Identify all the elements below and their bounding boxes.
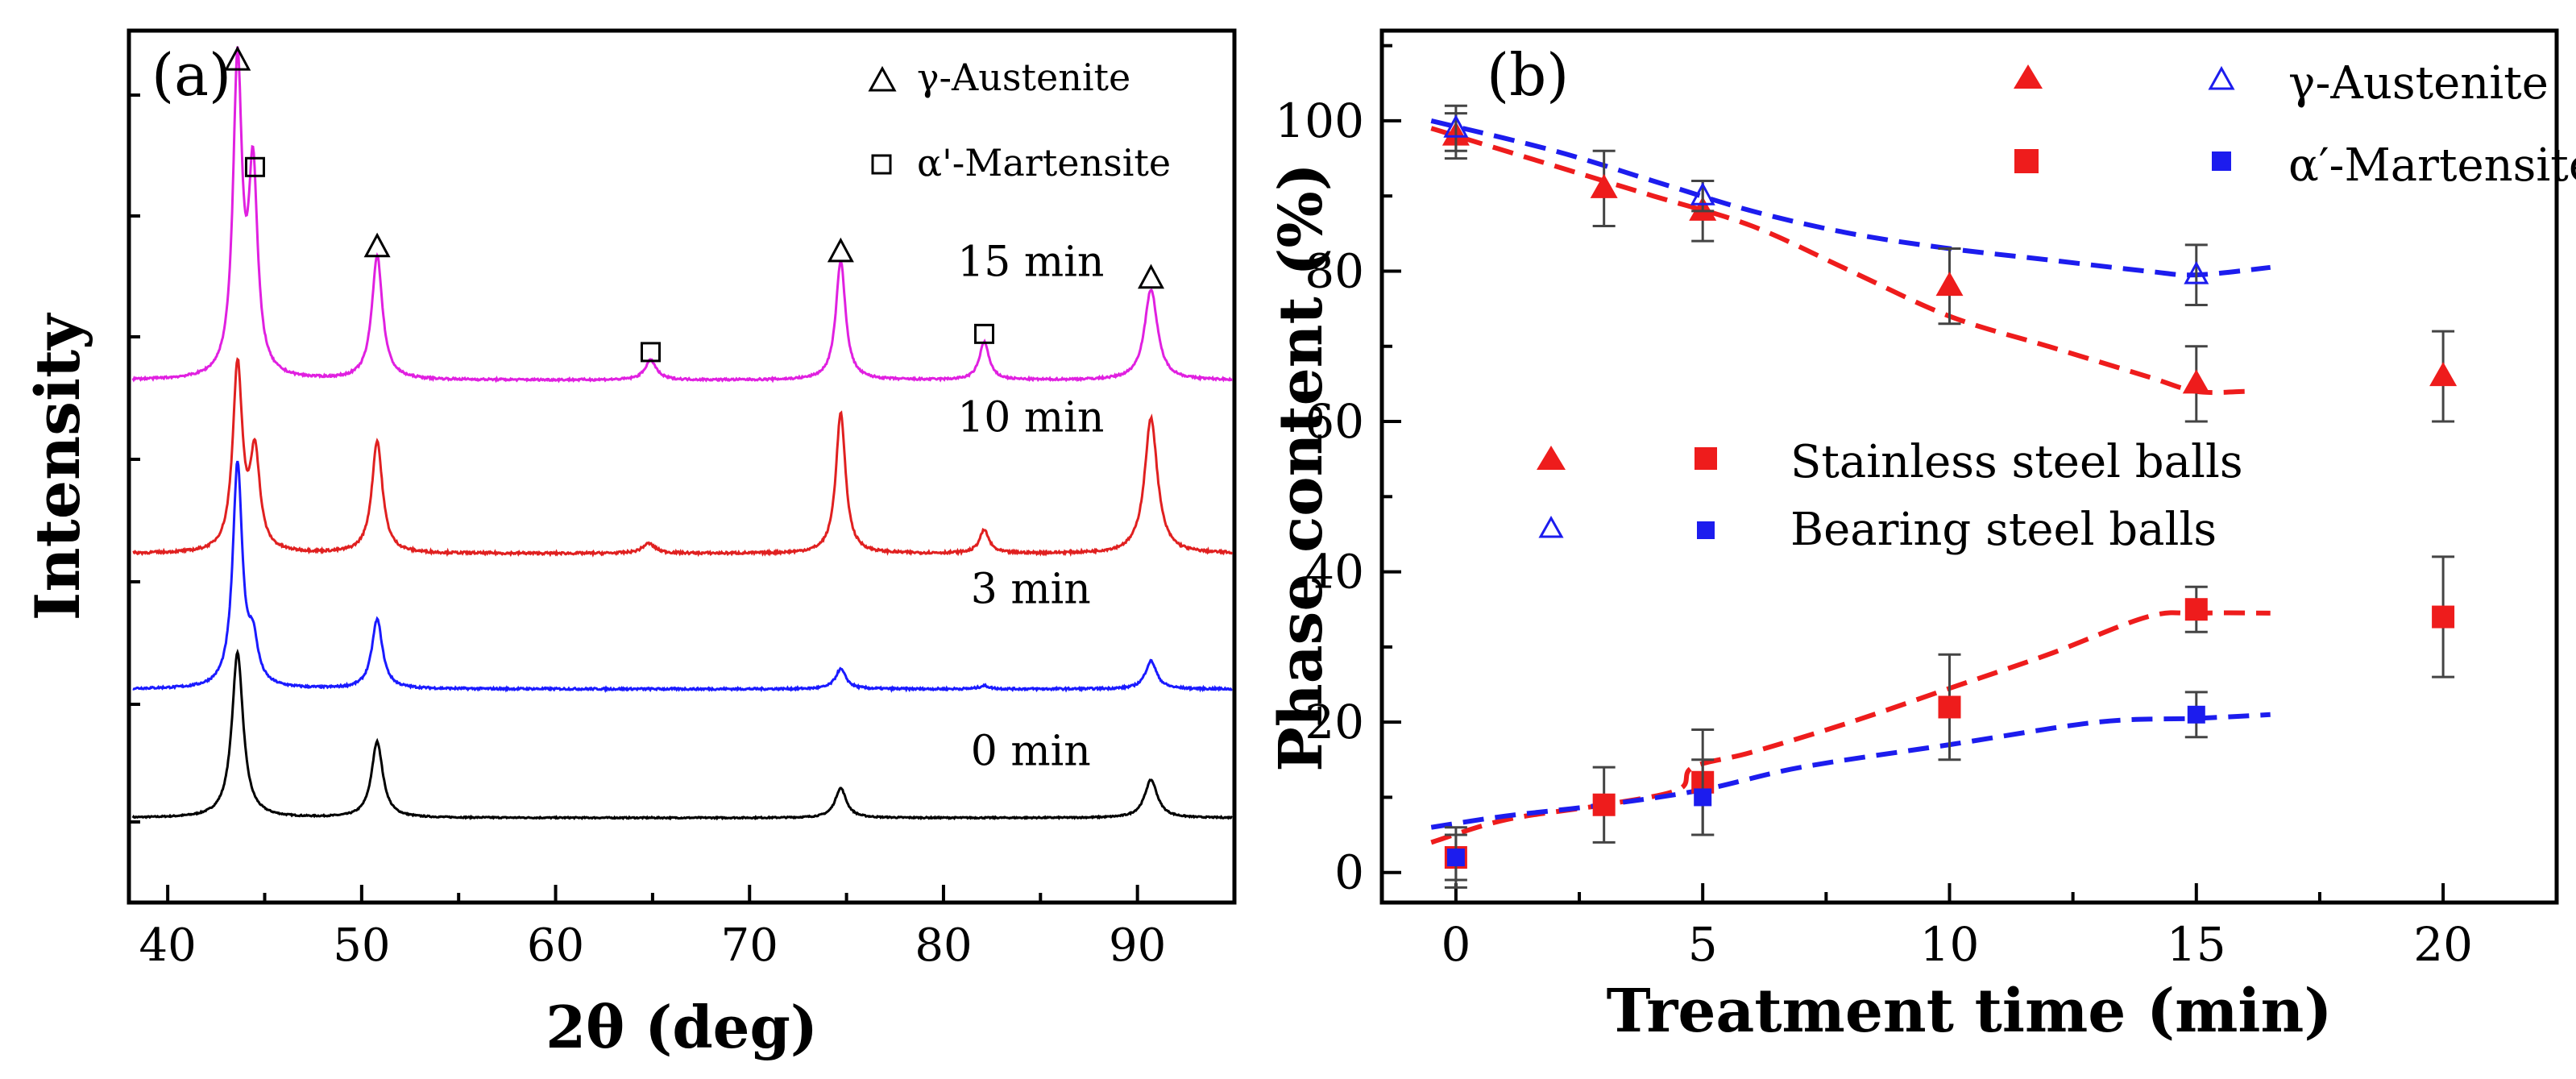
legend-stainless-square-icon xyxy=(1695,447,1717,470)
x-tick-label: 60 xyxy=(527,919,584,972)
x-tick-label: 20 xyxy=(2413,917,2473,972)
panel-b-label: (b) xyxy=(1487,41,1569,109)
y-tick-label: 20 xyxy=(1305,695,1364,749)
legend-stainless-triangle-icon xyxy=(1537,446,1566,470)
martensite-peak-square-icon xyxy=(973,323,994,344)
legend-bearing-label: Bearing steel balls xyxy=(1790,504,2217,556)
panel-b-x-axis-title: Treatment time (min) xyxy=(1607,977,2333,1046)
panel-b-y-axis-title: Phase content (%) xyxy=(1267,163,1336,771)
panel-a-curve-labels: 15 min 10 min 3 min 0 min xyxy=(957,239,1104,776)
x-tick-label: 90 xyxy=(1109,919,1166,972)
panel-a-peak-markers xyxy=(224,45,1165,363)
data-point-triangle xyxy=(1590,173,1618,198)
panel-b-phase-content-chart: (b) 0 5 10 15 20 0 20 40 60 80 100 γ-Austenite α′-… xyxy=(1267,28,2576,1046)
legend-austenite-label: γ-Austenite xyxy=(917,56,1130,99)
legend-austenite-triangle-icon xyxy=(868,65,897,92)
trend-line xyxy=(1430,610,2271,845)
panel-a-label: (a) xyxy=(151,41,231,109)
data-point-square xyxy=(1938,695,1961,719)
martensite-peak-square-icon xyxy=(244,156,265,177)
legend-bearing-martensite-square-icon xyxy=(2212,151,2231,171)
martensite-peak-square-icon xyxy=(640,342,661,363)
panel-b-data-points xyxy=(1441,104,2458,889)
panel-a-legend: γ-Austenite α'-Martensite xyxy=(868,56,1171,185)
legend-stainless-label: Stainless steel balls xyxy=(1790,436,2243,488)
x-tick-label: 70 xyxy=(721,919,778,972)
legend-bearing-square-icon xyxy=(1697,521,1715,539)
legend-bearing-triangle-icon xyxy=(1538,515,1564,538)
curve-label: 10 min xyxy=(957,393,1104,442)
y-tick-label: 80 xyxy=(1305,243,1364,298)
data-point-square xyxy=(2187,705,2205,724)
austenite-peak-triangle-icon xyxy=(363,232,391,258)
x-tick-label: 50 xyxy=(333,919,390,972)
data-point-open-triangle xyxy=(2184,260,2209,284)
xrd-curve-0-min xyxy=(131,648,1233,821)
x-tick-label: 15 xyxy=(2167,917,2226,972)
data-point-triangle xyxy=(2429,362,2458,387)
panel-b-ball-legend: Stainless steel balls Bearing steel ball… xyxy=(1537,436,2243,556)
legend-stainless-martensite-square-icon xyxy=(2014,149,2039,173)
y-tick-label: 0 xyxy=(1334,845,1364,900)
austenite-peak-triangle-icon xyxy=(827,237,854,263)
panel-a-x-axis-title: 2θ (deg) xyxy=(545,993,818,1061)
x-tick-label: 40 xyxy=(139,919,197,972)
panel-a-y-axis-ticks xyxy=(129,93,140,824)
panel-b-plot-frame xyxy=(1379,28,2559,905)
panel-a-curves xyxy=(131,46,1234,821)
y-tick-label: 100 xyxy=(1275,93,1364,148)
legend-martensite-phase-label: α′-Martensite xyxy=(2288,139,2576,192)
legend-austenite-phase-label: γ-Austenite xyxy=(2288,57,2549,110)
panel-a-x-axis: 40 50 60 70 80 90 xyxy=(139,885,1166,972)
panel-b-axes: 0 5 10 15 20 0 20 40 60 80 100 xyxy=(1275,44,2473,972)
trend-line xyxy=(1430,118,2271,278)
data-point-square xyxy=(2184,598,2208,621)
x-tick-label: 0 xyxy=(1441,917,1471,972)
data-point-open-triangle xyxy=(1443,114,1469,138)
austenite-peak-triangle-icon xyxy=(224,45,251,71)
panel-b-phase-legend: γ-Austenite α′-Martensite xyxy=(2014,57,2576,192)
data-point-square xyxy=(1446,849,1465,867)
austenite-peak-triangle-icon xyxy=(1137,264,1165,289)
panel-a-plot-frame xyxy=(127,28,1237,905)
legend-martensite-label: α'-Martensite xyxy=(917,141,1171,185)
y-tick-label: 40 xyxy=(1305,545,1364,600)
trend-line xyxy=(1430,126,2246,396)
x-tick-label: 80 xyxy=(915,919,972,972)
data-point-triangle xyxy=(2182,369,2210,394)
legend-martensite-square-icon xyxy=(871,154,892,175)
x-tick-label: 5 xyxy=(1688,917,1718,972)
panel-a-y-axis-title: Intensity xyxy=(22,313,93,620)
data-point-triangle xyxy=(1935,272,1964,297)
curve-label: 15 min xyxy=(957,239,1104,287)
legend-stainless-austenite-triangle-icon xyxy=(2014,64,2043,89)
xrd-curve-10-min xyxy=(132,357,1234,558)
data-point-square xyxy=(2432,605,2455,629)
data-point-square xyxy=(1694,788,1712,807)
curve-label: 0 min xyxy=(971,727,1091,775)
x-tick-label: 10 xyxy=(1920,917,1980,972)
legend-bearing-austenite-triangle-icon xyxy=(2208,65,2235,90)
data-point-open-triangle xyxy=(1690,182,1715,205)
curve-label: 3 min xyxy=(971,566,1091,614)
data-point-square xyxy=(1592,793,1616,816)
xrd-curve-3-min xyxy=(132,460,1233,693)
panel-b-trend-lines xyxy=(1430,118,2271,845)
xrd-curve-15-min xyxy=(131,46,1234,384)
y-tick-label: 60 xyxy=(1305,394,1364,449)
